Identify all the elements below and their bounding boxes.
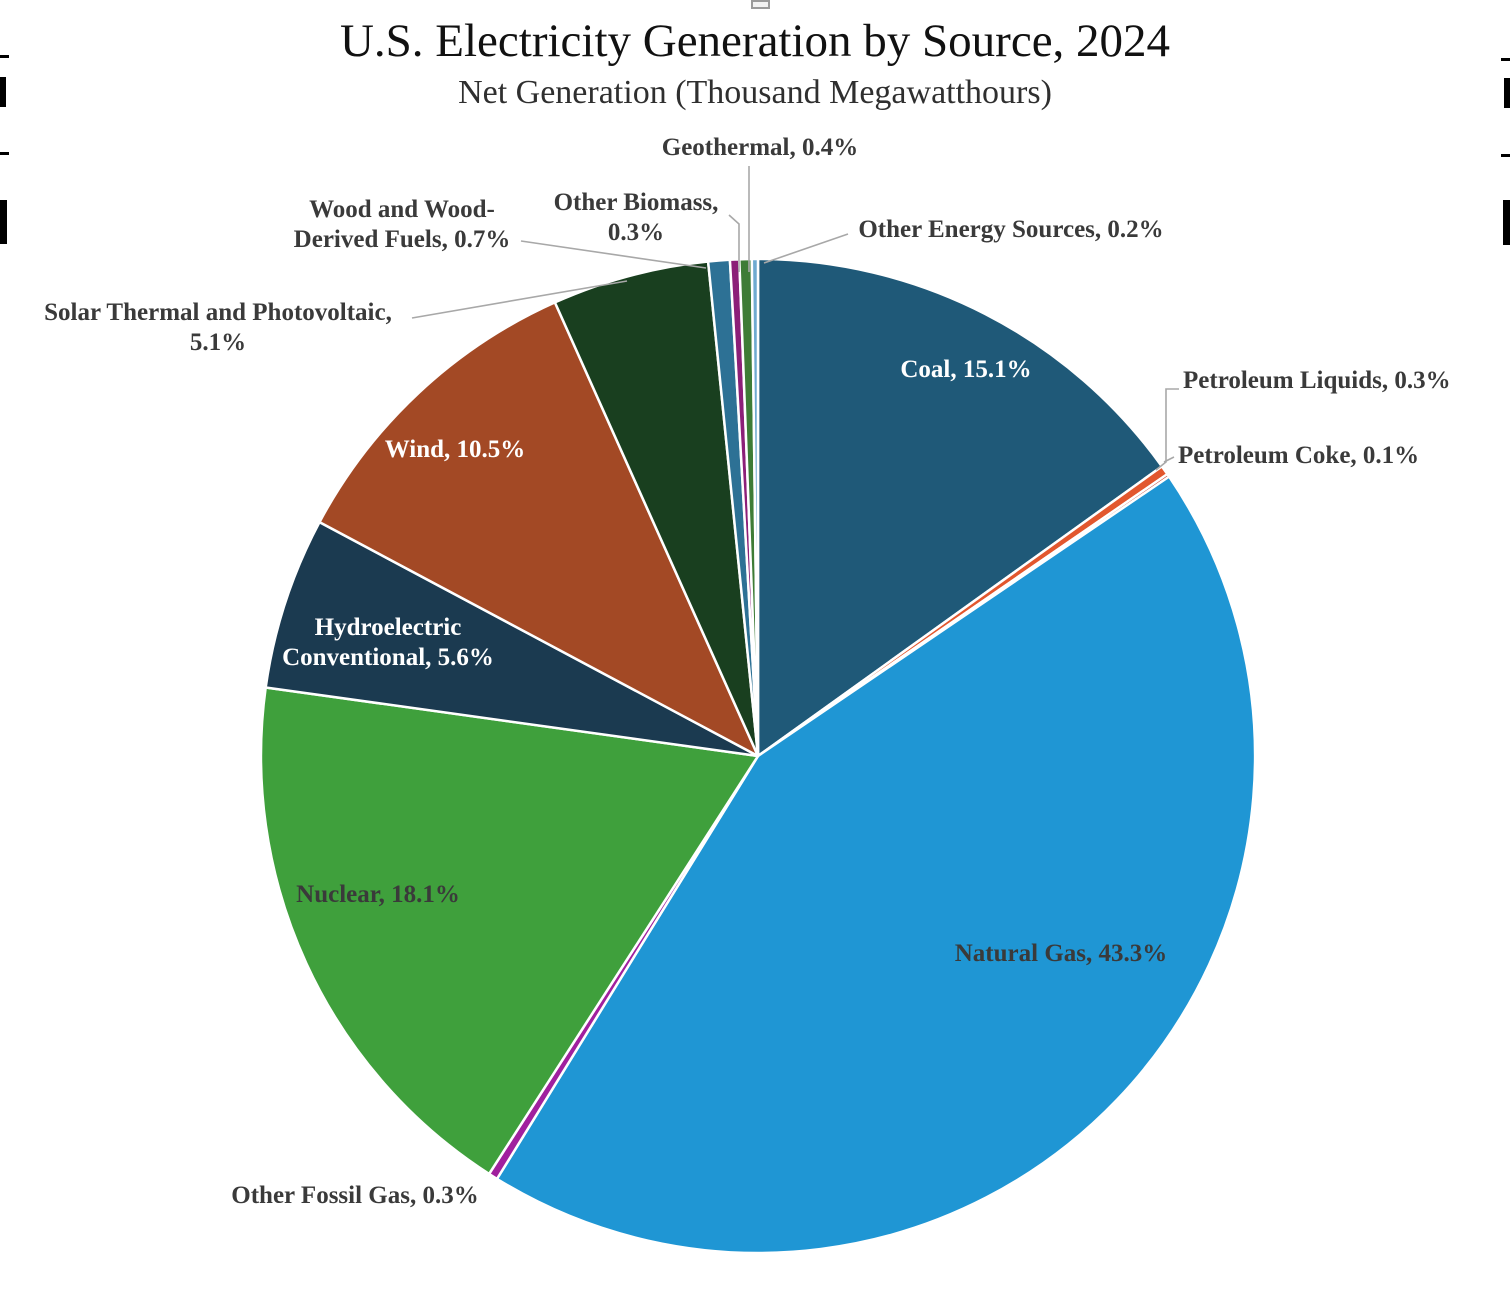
left-edge-artifact-4 bbox=[0, 200, 7, 244]
pie-slice-hydroelectric bbox=[264, 520, 760, 758]
pie-slice-coal bbox=[756, 257, 1164, 758]
slice-label-nuclear: Nuclear, 18.1% bbox=[296, 881, 460, 908]
slice-label-wood: Wood and Wood- Derived Fuels, 0.7% bbox=[293, 196, 511, 253]
leader-line-solar bbox=[411, 280, 628, 319]
left-edge-artifact-3 bbox=[0, 152, 9, 155]
chart-title: U.S. Electricity Generation by Source, 2… bbox=[339, 15, 1171, 67]
leader-line-other_energy bbox=[763, 233, 849, 264]
slice-label-other_energy: Other Energy Sources, 0.2% bbox=[858, 216, 1164, 243]
left-edge-artifact-1 bbox=[0, 55, 9, 58]
pie-slice-natural_gas bbox=[495, 475, 1257, 1255]
right-edge-artifact-4 bbox=[1503, 200, 1510, 245]
pie-slice-nuclear bbox=[259, 686, 760, 1176]
right-edge-artifact-3 bbox=[1501, 154, 1510, 157]
leader-line-wood bbox=[520, 240, 707, 269]
slice-label-other_biomass: Other Biomass, 0.3% bbox=[553, 189, 719, 246]
pie-slice-wind bbox=[318, 301, 760, 758]
slice-label-wind: Wind, 10.5% bbox=[384, 436, 526, 463]
slice-label-hydroelectric: Hydroelectric Conventional, 5.6% bbox=[282, 614, 494, 671]
slice-label-petroleum_liquids: Petroleum Liquids, 0.3% bbox=[1183, 367, 1451, 394]
slice-label-natural_gas: Natural Gas, 43.3% bbox=[954, 940, 1168, 967]
right-edge-artifact-1 bbox=[1501, 58, 1510, 61]
pie-slice-solar bbox=[553, 260, 760, 758]
leader-line-petroleum_coke bbox=[1163, 456, 1175, 463]
left-edge-artifact-2 bbox=[0, 77, 6, 107]
pie-slice-other_energy bbox=[750, 257, 760, 758]
slice-label-other_fossil_gas: Other Fossil Gas, 0.3% bbox=[231, 1182, 479, 1209]
leader-line-petroleum_liquids bbox=[1155, 388, 1179, 471]
slice-label-geothermal: Geothermal, 0.4% bbox=[661, 134, 859, 161]
slice-label-petroleum_coke: Petroleum Coke, 0.1% bbox=[1178, 442, 1420, 469]
chart-subtitle: Net Generation (Thousand Megawatthours) bbox=[458, 74, 1052, 111]
image-selection-handle[interactable] bbox=[751, 0, 770, 9]
slice-label-solar: Solar Thermal and Photovoltaic, 5.1% bbox=[44, 299, 392, 356]
slice-label-coal: Coal, 15.1% bbox=[900, 356, 1032, 383]
right-edge-artifact-2 bbox=[1504, 78, 1510, 108]
leader-line-other_biomass bbox=[728, 214, 740, 272]
